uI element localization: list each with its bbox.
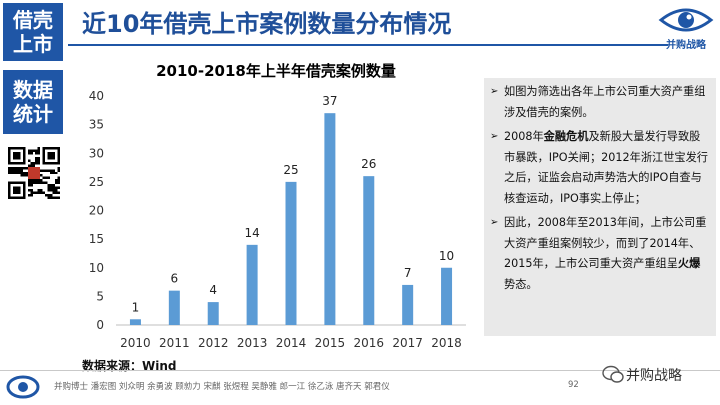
footer-swirl-icon bbox=[6, 375, 40, 399]
wechat-name: 并购战略 bbox=[626, 368, 682, 384]
note-text: 因此，2008年至2013年间，上市公司重大资产重组案例较少，而到了2014年、… bbox=[504, 216, 707, 270]
bar bbox=[402, 284, 414, 325]
footer-author-names: 并购博士 潘宏图 刘众明 余勇波 顾勍力 宋麒 张煜程 吴静雅 郎一江 徐乙泳 … bbox=[54, 382, 390, 392]
note-highlight: 金融危机 bbox=[543, 130, 589, 143]
bar-chart: 2010-2018年上半年借壳案例数量 0 5 10 15 20 25 30 35 40 1 201… bbox=[76, 54, 476, 354]
bar-value-label: 7 bbox=[404, 266, 412, 280]
bar-value-label: 37 bbox=[322, 94, 337, 108]
note-item: ➢ 因此，2008年至2013年间，上市公司重大资产重组案例较少，而到了2014年… bbox=[490, 213, 708, 295]
note-highlight: 火爆 bbox=[677, 257, 701, 270]
bar-value-label: 26 bbox=[361, 157, 376, 171]
bullet-arrow-icon: ➢ bbox=[490, 131, 499, 142]
bullet-arrow-icon: ➢ bbox=[490, 86, 499, 97]
chart-title: 2010-2018年上半年借壳案例数量 bbox=[156, 62, 396, 80]
y-tick-label: 5 bbox=[96, 289, 104, 303]
page-title: 近10年借壳上市案例数量分布情况 bbox=[82, 10, 452, 38]
wechat-account: 并购战略 bbox=[600, 365, 720, 387]
chart-plot: 0 5 10 15 20 25 30 35 40 1 2010 6 2011 4 2012 14 2013 25 2… bbox=[89, 89, 466, 350]
y-tick-label: 30 bbox=[89, 146, 104, 160]
x-tick-label: 2017 bbox=[392, 336, 423, 350]
x-tick-label: 2015 bbox=[315, 336, 346, 350]
x-tick-label: 2011 bbox=[159, 336, 190, 350]
bar bbox=[207, 302, 219, 325]
note-text: 及新股大量发行导致股市暴跌，IPO关闸；2012年浙江世宝发行之后，证监会启动声… bbox=[504, 130, 708, 205]
x-tick-label: 2012 bbox=[198, 336, 229, 350]
section-label-line1: 借壳 bbox=[13, 8, 53, 32]
x-tick-label: 2016 bbox=[354, 336, 385, 350]
data-source: 数据来源：Wind bbox=[82, 359, 177, 373]
bar-value-label: 25 bbox=[283, 163, 298, 177]
notes-panel: ➢ 如图为筛选出各年上市公司重大资产重组涉及借壳的案例。 ➢ 2008年金融危机及新股… bbox=[484, 78, 716, 336]
bar bbox=[363, 176, 375, 325]
y-tick-label: 0 bbox=[96, 318, 104, 332]
bar-value-label: 6 bbox=[171, 272, 179, 286]
note-text: 势态。 bbox=[504, 277, 538, 291]
title-divider bbox=[68, 44, 668, 46]
note-text: 2008年 bbox=[504, 130, 544, 143]
qr-code bbox=[8, 147, 60, 199]
note-item: ➢ 2008年金融危机及新股大量发行导致股市暴跌，IPO关闸；2012年浙江世宝发… bbox=[490, 127, 708, 209]
title-bar: 近10年借壳上市案例数量分布情况 bbox=[68, 0, 648, 44]
subsection-label-line2: 统计 bbox=[13, 102, 53, 126]
bar bbox=[324, 113, 336, 325]
x-tick-label: 2018 bbox=[431, 336, 462, 350]
bar bbox=[246, 244, 258, 325]
bar-value-label: 1 bbox=[132, 300, 140, 314]
bar-value-label: 4 bbox=[209, 283, 217, 297]
x-tick-label: 2010 bbox=[120, 336, 151, 350]
subsection-label-block: 数据 统计 bbox=[3, 70, 63, 134]
bullet-arrow-icon: ➢ bbox=[490, 217, 499, 228]
bar bbox=[168, 290, 180, 325]
bar bbox=[129, 319, 141, 325]
logo-text: 并购战略 bbox=[666, 40, 706, 51]
y-tick-label: 15 bbox=[89, 232, 104, 246]
x-tick-label: 2013 bbox=[237, 336, 268, 350]
left-sidebar: 借壳 上市 数据 统计 bbox=[0, 0, 68, 405]
page-number: 92 bbox=[568, 380, 579, 390]
y-tick-label: 35 bbox=[89, 118, 104, 132]
note-text: 如图为筛选出各年上市公司重大资产重组涉及借壳的案例。 bbox=[504, 85, 706, 119]
wechat-icon bbox=[602, 365, 624, 383]
footer-divider bbox=[0, 370, 720, 371]
subsection-label-line1: 数据 bbox=[13, 78, 53, 102]
y-tick-label: 40 bbox=[89, 89, 104, 103]
footer-logo bbox=[6, 372, 40, 402]
x-tick-label: 2014 bbox=[276, 336, 307, 350]
section-label-block: 借壳 上市 bbox=[3, 3, 63, 61]
bar-value-label: 14 bbox=[244, 226, 259, 240]
eye-logo-icon bbox=[658, 8, 714, 32]
bar-value-label: 10 bbox=[439, 249, 454, 263]
y-tick-label: 20 bbox=[89, 204, 104, 218]
section-label-line2: 上市 bbox=[13, 32, 53, 56]
bar bbox=[441, 267, 453, 325]
brand-logo: 并购战略 bbox=[655, 2, 717, 51]
note-item: ➢ 如图为筛选出各年上市公司重大资产重组涉及借壳的案例。 bbox=[490, 82, 708, 123]
bar bbox=[285, 181, 297, 325]
y-tick-label: 25 bbox=[89, 175, 104, 189]
y-tick-label: 10 bbox=[89, 261, 104, 275]
